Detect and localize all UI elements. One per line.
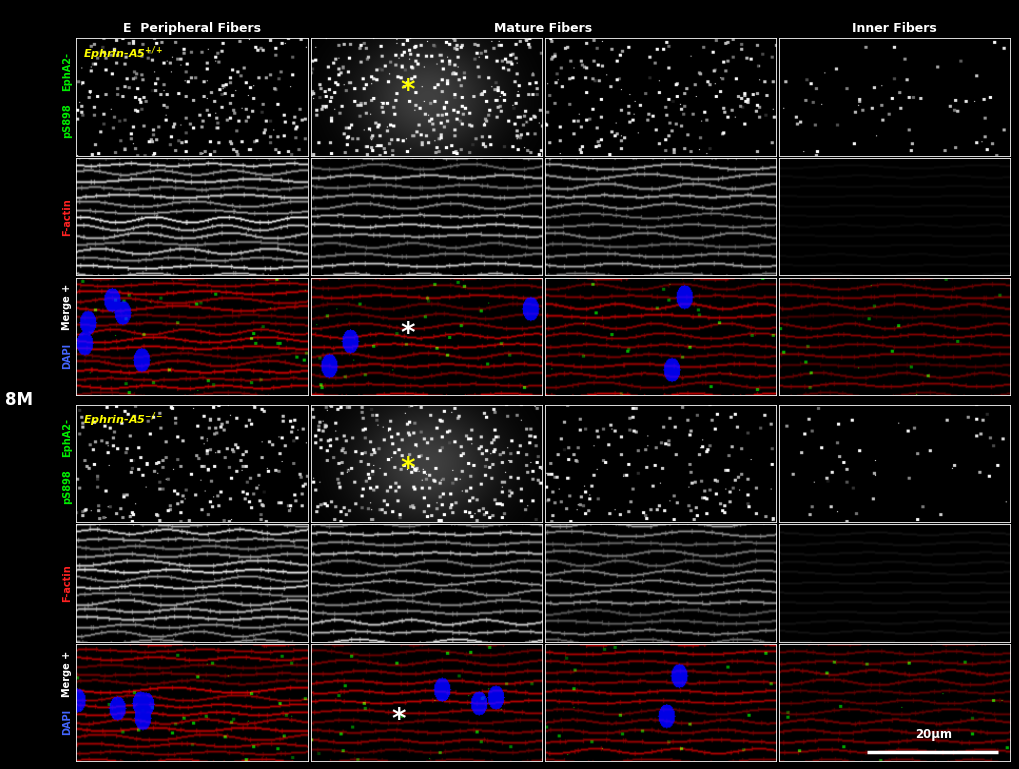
Text: 20μm: 20μm	[914, 728, 951, 741]
Text: *: *	[390, 706, 406, 734]
Text: DAPI: DAPI	[62, 709, 72, 735]
Text: EphA2-: EphA2-	[62, 418, 72, 458]
Text: Merge +: Merge +	[62, 284, 72, 330]
Text: Mature Fibers: Mature Fibers	[493, 22, 592, 35]
Text: *: *	[400, 320, 415, 348]
Text: EphA2-: EphA2-	[62, 52, 72, 91]
Text: F-actin: F-actin	[62, 198, 72, 235]
Text: *: *	[400, 455, 415, 484]
Text: $\bfit{Ephrin}$-$\bfit{A5}$$^{\bfit{+/+}}$: $\bfit{Ephrin}$-$\bfit{A5}$$^{\bfit{+/+}…	[84, 45, 164, 63]
Text: DAPI: DAPI	[62, 342, 72, 368]
Text: pS898: pS898	[62, 470, 72, 504]
Text: E  Peripheral Fibers: E Peripheral Fibers	[123, 22, 261, 35]
Text: pS898: pS898	[62, 103, 72, 138]
Text: *: *	[400, 77, 415, 105]
Text: Merge +: Merge +	[62, 651, 72, 697]
Text: 8M: 8M	[5, 391, 33, 409]
Text: $\bfit{Ephrin}$-$\bfit{A5}$$^{\bfit{-/-}}$: $\bfit{Ephrin}$-$\bfit{A5}$$^{\bfit{-/-}…	[84, 411, 164, 429]
Text: Inner Fibers: Inner Fibers	[851, 22, 935, 35]
Text: F-actin: F-actin	[62, 564, 72, 602]
